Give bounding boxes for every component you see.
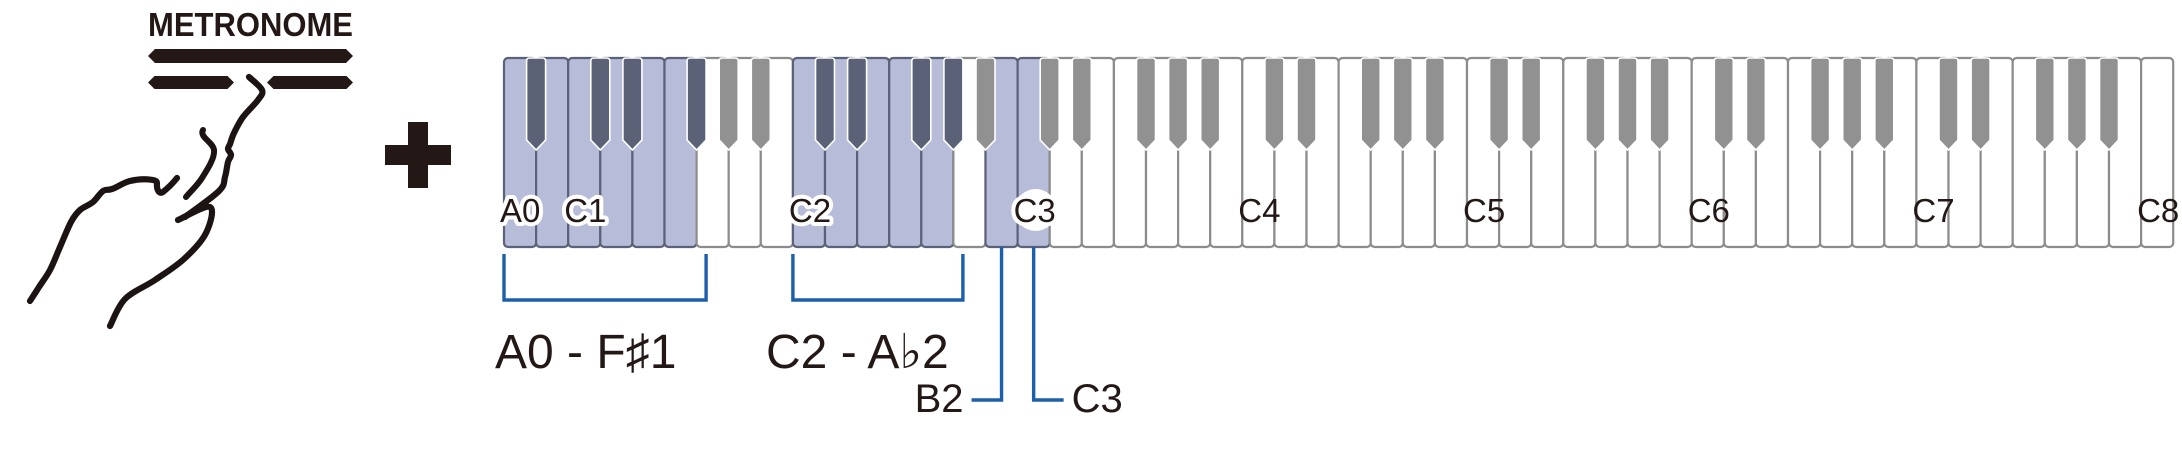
svg-text:C3: C3: [1014, 192, 1056, 229]
svg-text:A0: A0: [500, 192, 540, 229]
svg-text:C2: C2: [789, 192, 831, 229]
svg-text:C4: C4: [1238, 192, 1280, 229]
svg-text:B2: B2: [915, 377, 964, 421]
svg-text:C2 - A♭2: C2 - A♭2: [766, 326, 949, 379]
svg-text:C8: C8: [2137, 192, 2179, 229]
svg-text:METRONOME: METRONOME: [148, 6, 353, 43]
svg-text:C1: C1: [564, 192, 606, 229]
svg-text:C5: C5: [1463, 192, 1505, 229]
svg-text:C3: C3: [1072, 377, 1123, 421]
svg-text:A0 - F♯1: A0 - F♯1: [495, 326, 676, 379]
svg-text:C6: C6: [1688, 192, 1730, 229]
svg-text:C7: C7: [1912, 192, 1954, 229]
